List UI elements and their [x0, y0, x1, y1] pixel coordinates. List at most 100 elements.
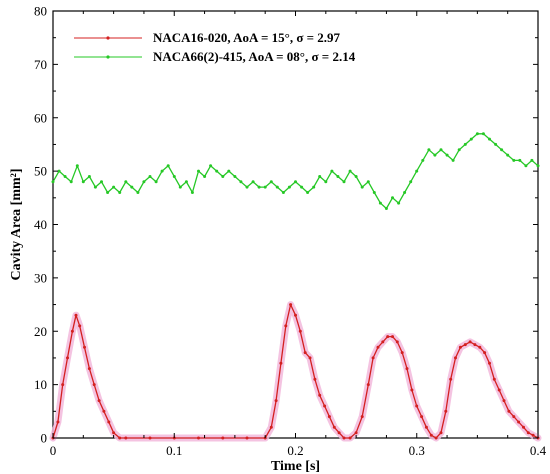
data-point-series-1 — [330, 169, 334, 173]
data-point-series-1 — [481, 132, 485, 136]
data-point-series-0 — [74, 313, 78, 317]
data-point-series-1 — [51, 180, 55, 184]
data-point-series-0 — [386, 335, 390, 339]
data-point-series-0 — [83, 345, 86, 349]
data-point-series-0 — [473, 343, 477, 347]
data-point-series-1 — [397, 201, 401, 205]
data-point-series-1 — [360, 185, 364, 189]
data-point-series-1 — [391, 196, 394, 200]
data-point-series-0 — [97, 399, 101, 403]
series-layer — [51, 132, 540, 440]
data-point-series-1 — [197, 169, 200, 173]
y-tick-label: 20 — [34, 324, 47, 339]
data-point-series-0 — [424, 425, 428, 429]
data-point-series-0 — [124, 436, 128, 440]
data-point-series-0 — [66, 356, 69, 360]
data-point-series-1 — [57, 169, 61, 173]
legend-marker-naca66-415 — [106, 55, 110, 59]
data-point-series-1 — [318, 175, 322, 178]
data-point-series-1 — [488, 137, 491, 141]
data-point-series-0 — [323, 404, 327, 408]
legend-label-naca16-020: NACA16-020, AoA = 15°, σ = 2.97 — [153, 30, 341, 45]
data-point-series-0 — [522, 425, 525, 429]
data-point-series-0 — [463, 343, 467, 347]
legend: NACA16-020, AoA = 15°, σ = 2.97 NACA66(2… — [74, 30, 356, 64]
y-tick-label: 40 — [34, 217, 47, 232]
data-point-series-1 — [439, 148, 443, 152]
data-point-series-1 — [348, 169, 352, 173]
legend-marker-naca16-020 — [106, 36, 110, 40]
y-tick-label: 30 — [34, 270, 47, 285]
data-point-series-1 — [500, 148, 504, 152]
y-tick-label: 0 — [41, 431, 48, 446]
data-point-series-0 — [531, 433, 535, 437]
data-point-series-0 — [221, 436, 225, 440]
data-point-series-1 — [106, 191, 110, 194]
data-point-series-0 — [517, 420, 521, 424]
data-point-series-1 — [209, 164, 213, 168]
data-point-series-0 — [360, 415, 364, 419]
data-point-series-1 — [233, 175, 237, 178]
data-point-series-1 — [300, 185, 304, 189]
data-point-series-0 — [92, 383, 96, 387]
x-tick-label: 0.2 — [287, 443, 303, 458]
data-point-series-1 — [475, 132, 479, 136]
data-point-series-1 — [269, 180, 273, 184]
data-point-series-1 — [75, 164, 79, 168]
data-point-series-0 — [197, 436, 200, 440]
data-point-series-0 — [337, 431, 341, 435]
data-point-series-0 — [366, 383, 370, 387]
data-point-series-0 — [454, 356, 457, 360]
data-point-series-1 — [130, 185, 134, 189]
data-point-series-0 — [245, 436, 249, 440]
data-point-series-0 — [420, 415, 424, 419]
data-point-series-1 — [536, 164, 540, 168]
data-point-series-1 — [257, 185, 261, 189]
y-axis-label: Cavity Area [mm²] — [9, 168, 24, 280]
data-point-series-1 — [457, 148, 461, 152]
data-point-series-0 — [444, 409, 448, 413]
y-tick-label: 50 — [34, 164, 47, 179]
data-point-series-1 — [433, 153, 437, 157]
data-point-series-0 — [483, 351, 487, 355]
data-point-series-0 — [507, 409, 511, 413]
data-point-series-0 — [332, 425, 336, 429]
data-point-series-0 — [56, 420, 60, 424]
data-point-series-0 — [112, 431, 116, 435]
data-point-series-0 — [284, 324, 288, 328]
data-point-series-0 — [294, 313, 297, 317]
data-point-series-1 — [112, 185, 116, 189]
data-point-series-0 — [526, 431, 530, 435]
data-point-series-1 — [160, 169, 164, 173]
data-point-series-0 — [488, 361, 491, 365]
data-point-series-1 — [524, 164, 528, 168]
data-point-series-1 — [118, 191, 122, 194]
data-point-series-1 — [372, 191, 376, 194]
data-point-series-0 — [391, 335, 394, 339]
data-point-series-0 — [449, 377, 453, 381]
data-point-series-1 — [203, 175, 207, 178]
data-point-series-0 — [298, 329, 302, 333]
data-point-series-0 — [512, 415, 516, 419]
y-tick-label: 10 — [34, 377, 47, 392]
data-point-series-1 — [281, 191, 285, 194]
data-point-series-1 — [506, 153, 510, 157]
data-point-series-0 — [70, 329, 74, 333]
data-point-series-0 — [502, 399, 506, 403]
data-point-series-0 — [61, 383, 65, 387]
data-point-series-1 — [287, 185, 291, 189]
data-point-series-0 — [354, 431, 358, 435]
data-point-series-1 — [342, 180, 346, 184]
data-point-series-0 — [289, 303, 293, 307]
data-point-series-0 — [478, 345, 482, 349]
data-point-series-0 — [102, 409, 106, 413]
data-point-series-0 — [497, 388, 501, 392]
data-point-series-1 — [142, 180, 146, 184]
data-point-series-1 — [427, 148, 431, 152]
data-point-series-1 — [190, 191, 194, 194]
data-point-series-0 — [376, 345, 380, 349]
data-point-series-1 — [239, 180, 243, 184]
legend-label-naca66-415: NACA66(2)-415, AoA = 08°, σ = 2.14 — [153, 49, 356, 64]
data-point-series-1 — [463, 142, 467, 146]
